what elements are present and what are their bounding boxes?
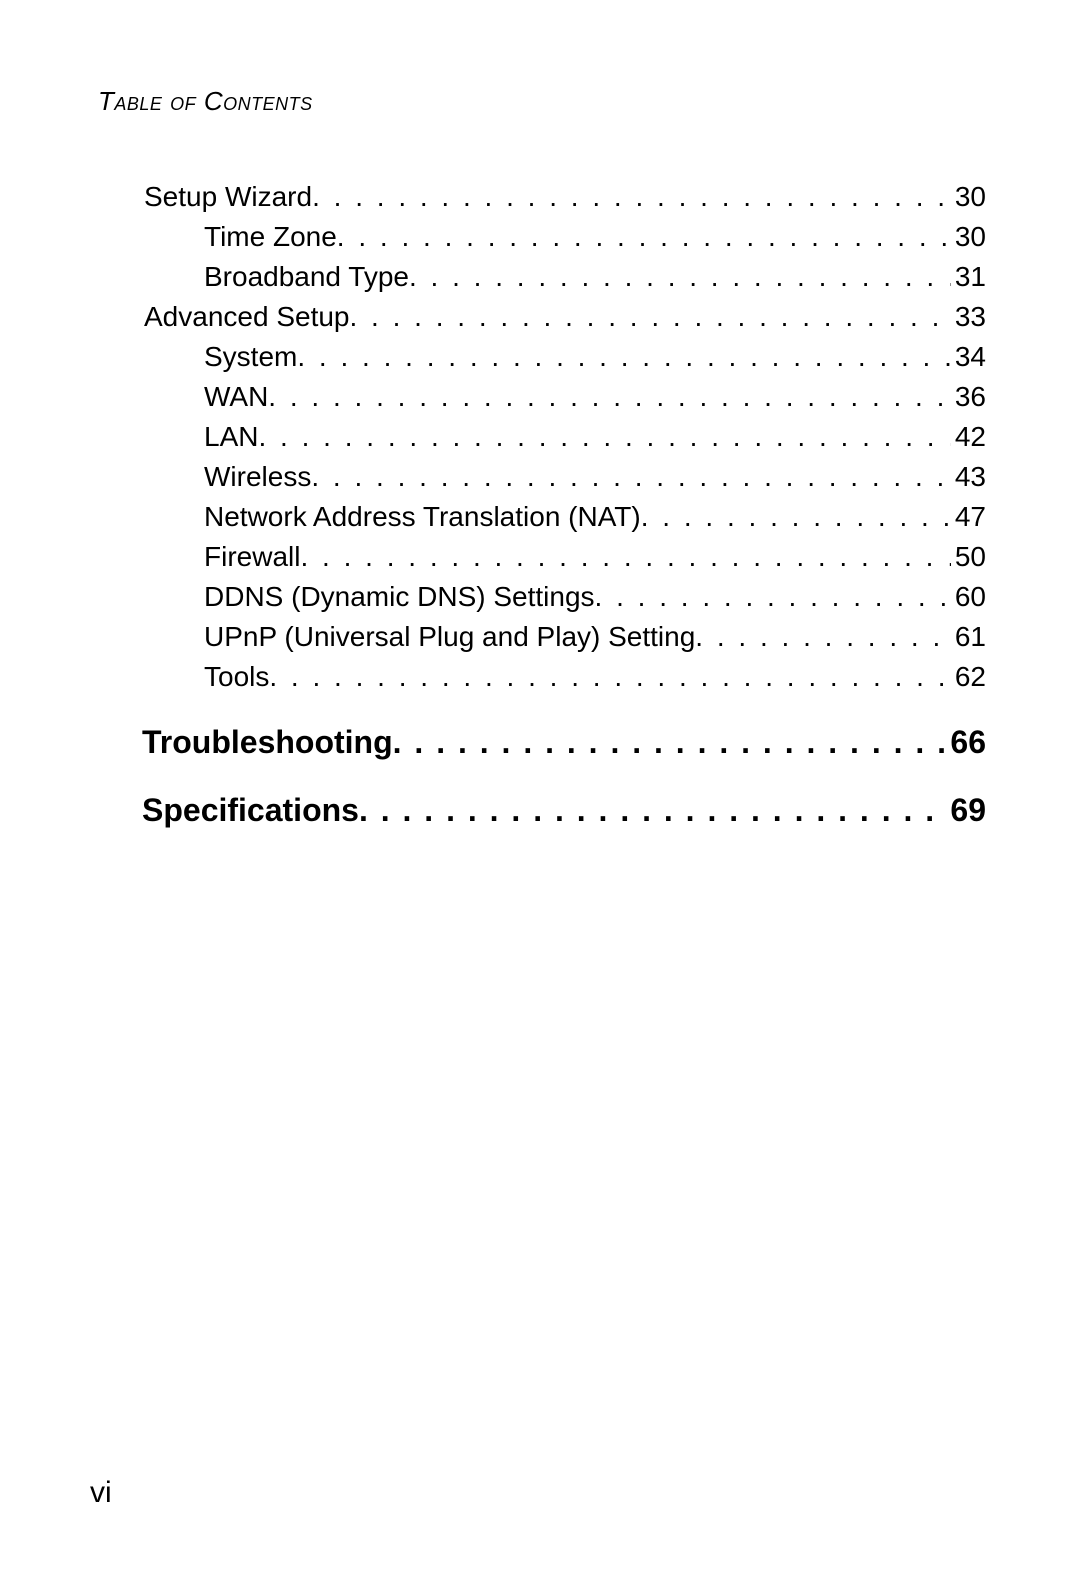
toc-entry: Tools 62 (204, 657, 986, 697)
toc-label: Broadband Type (204, 257, 409, 297)
toc-page: 43 (951, 457, 986, 497)
toc-entry: System 34 (204, 337, 986, 377)
toc-entry: WAN 36 (204, 377, 986, 417)
toc-page: 34 (951, 337, 986, 377)
toc-page: 62 (951, 657, 986, 697)
toc-leader (312, 177, 951, 217)
toc-entry: Advanced Setup 33 (144, 297, 986, 337)
toc-page: 30 (951, 217, 986, 257)
toc-page: 47 (951, 497, 986, 537)
toc-label: Wireless (204, 457, 311, 497)
toc-label: Tools (204, 657, 269, 697)
toc-leader (359, 787, 946, 833)
toc-leader (695, 617, 951, 657)
toc-page: 31 (951, 257, 986, 297)
toc-page: 36 (951, 377, 986, 417)
toc-leader (300, 537, 950, 577)
toc-page: 33 (951, 297, 986, 337)
toc-leader (311, 457, 951, 497)
toc-leader (595, 577, 951, 617)
page-number: vi (90, 1476, 112, 1510)
toc-label: Troubleshooting (142, 719, 393, 765)
toc-leader (337, 217, 951, 257)
toc-leader (297, 337, 950, 377)
toc-page: 60 (951, 577, 986, 617)
toc-entry: Time Zone 30 (204, 217, 986, 257)
page-header: Table of Contents (98, 86, 990, 117)
toc-chapter-entry: Specifications 69 (142, 787, 986, 833)
toc-entry: DDNS (Dynamic DNS) Settings 60 (204, 577, 986, 617)
toc-leader (641, 497, 951, 537)
toc-entry: Network Address Translation (NAT) 47 (204, 497, 986, 537)
toc-label: Firewall (204, 537, 300, 577)
page: Table of Contents Setup Wizard 30 Time Z… (0, 0, 1080, 1570)
table-of-contents: Setup Wizard 30 Time Zone 30 Broadband T… (144, 177, 986, 833)
toc-label: UPnP (Universal Plug and Play) Setting (204, 617, 695, 657)
toc-entry: Broadband Type 31 (204, 257, 986, 297)
toc-label: Time Zone (204, 217, 337, 257)
toc-label: System (204, 337, 297, 377)
toc-leader (350, 297, 951, 337)
toc-entry: Firewall 50 (204, 537, 986, 577)
toc-leader (269, 657, 950, 697)
toc-leader (393, 719, 947, 765)
toc-leader (258, 417, 950, 457)
toc-chapter-entry: Troubleshooting 66 (142, 719, 986, 765)
toc-entry: UPnP (Universal Plug and Play) Setting 6… (204, 617, 986, 657)
toc-page: 42 (951, 417, 986, 457)
toc-label: Setup Wizard (144, 177, 312, 217)
toc-label: WAN (204, 377, 268, 417)
toc-leader (268, 377, 951, 417)
toc-label: LAN (204, 417, 258, 457)
toc-page: 50 (951, 537, 986, 577)
toc-page: 30 (951, 177, 986, 217)
toc-label: Advanced Setup (144, 297, 350, 337)
toc-entry: Setup Wizard 30 (144, 177, 986, 217)
toc-page: 66 (946, 719, 986, 765)
toc-entry: Wireless 43 (204, 457, 986, 497)
toc-page: 61 (951, 617, 986, 657)
toc-label: Specifications (142, 787, 359, 833)
toc-entry: LAN 42 (204, 417, 986, 457)
toc-page: 69 (946, 787, 986, 833)
toc-label: Network Address Translation (NAT) (204, 497, 641, 537)
toc-leader (409, 257, 951, 297)
toc-label: DDNS (Dynamic DNS) Settings (204, 577, 595, 617)
